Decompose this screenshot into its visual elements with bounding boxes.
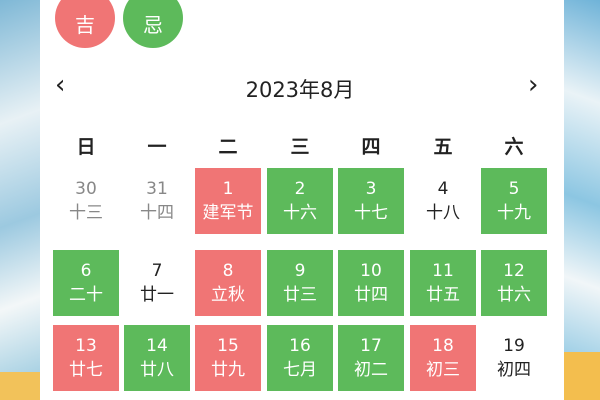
lunar-date: 二十 [69,285,103,305]
day-number: 6 [80,261,92,281]
weekday-header: 六 [504,136,524,158]
day-cell[interactable]: 8 立秋 [195,250,261,316]
lunar-date: 十八 [426,203,460,223]
lunar-date: 廿三 [283,285,317,305]
legend-bad-badge[interactable]: 忌 [123,0,183,48]
lunar-date: 十三 [69,203,103,223]
day-cell[interactable]: 9 廿三 [267,250,333,316]
day-cell[interactable]: 12 廿六 [481,250,547,316]
day-cell[interactable]: 7 廿一 [124,250,190,316]
day-number: 17 [360,336,382,356]
day-cell[interactable]: 19 初四 [481,325,547,391]
background-art-right [564,0,600,400]
day-number: 8 [222,261,234,281]
day-number: 19 [503,336,525,356]
lunar-date: 廿五 [426,285,460,305]
weekday-header: 三 [290,136,310,158]
day-cell[interactable]: 3 十七 [338,168,404,234]
lunar-date: 初二 [354,360,388,380]
lunar-date: 七月 [283,360,317,380]
day-number: 1 [222,179,234,199]
day-number: 2 [294,179,306,199]
day-number: 9 [294,261,306,281]
lunar-date: 十七 [354,203,388,223]
day-cell[interactable]: 30 十三 [53,168,119,234]
day-cell[interactable]: 18 初三 [410,325,476,391]
day-cell[interactable]: 4 十八 [410,168,476,234]
day-number: 30 [75,179,97,199]
weekday-header: 一 [147,136,167,158]
lunar-date: 廿四 [354,285,388,305]
day-number: 16 [289,336,311,356]
day-cell[interactable]: 16 七月 [267,325,333,391]
lunar-date: 十九 [497,203,531,223]
day-cell[interactable]: 1 建军节 [195,168,261,234]
lunar-date: 廿一 [140,285,174,305]
day-cell[interactable]: 15 廿九 [195,325,261,391]
month-title: 2023年8月 [245,78,355,102]
day-cell[interactable]: 31 十四 [124,168,190,234]
lunar-date: 廿七 [69,360,103,380]
weekday-header: 日 [76,136,96,158]
lunar-date: 十四 [140,203,174,223]
weekday-header: 四 [361,136,381,158]
day-cell[interactable]: 5 十九 [481,168,547,234]
day-number: 31 [146,179,168,199]
lunar-date: 建军节 [202,203,254,223]
legend-good-badge[interactable]: 吉 [55,0,115,48]
day-number: 11 [432,261,454,281]
day-cell[interactable]: 6 二十 [53,250,119,316]
background-art-left [0,0,40,400]
lunar-date: 立秋 [211,285,245,305]
lunar-date: 廿九 [211,360,245,380]
day-number: 12 [503,261,525,281]
day-cell[interactable]: 14 廿八 [124,325,190,391]
day-cell[interactable]: 17 初二 [338,325,404,391]
lunar-date: 十六 [283,203,317,223]
weekday-header: 五 [433,136,453,158]
day-number: 13 [75,336,97,356]
chevron-left-icon[interactable]: ‹ [55,70,66,100]
day-number: 10 [360,261,382,281]
day-cell[interactable]: 11 廿五 [410,250,476,316]
weekday-header: 二 [218,136,238,158]
day-cell[interactable]: 13 廿七 [53,325,119,391]
day-cell[interactable]: 10 廿四 [338,250,404,316]
day-number: 15 [217,336,239,356]
day-number: 4 [437,179,449,199]
chevron-right-icon[interactable]: › [528,70,539,100]
day-number: 7 [151,261,163,281]
lunar-date: 初三 [426,360,460,380]
day-number: 5 [508,179,520,199]
day-number: 14 [146,336,168,356]
day-cell[interactable]: 2 十六 [267,168,333,234]
lunar-date: 初四 [497,360,531,380]
lunar-date: 廿六 [497,285,531,305]
lunar-date: 廿八 [140,360,174,380]
day-number: 3 [365,179,377,199]
day-number: 18 [432,336,454,356]
